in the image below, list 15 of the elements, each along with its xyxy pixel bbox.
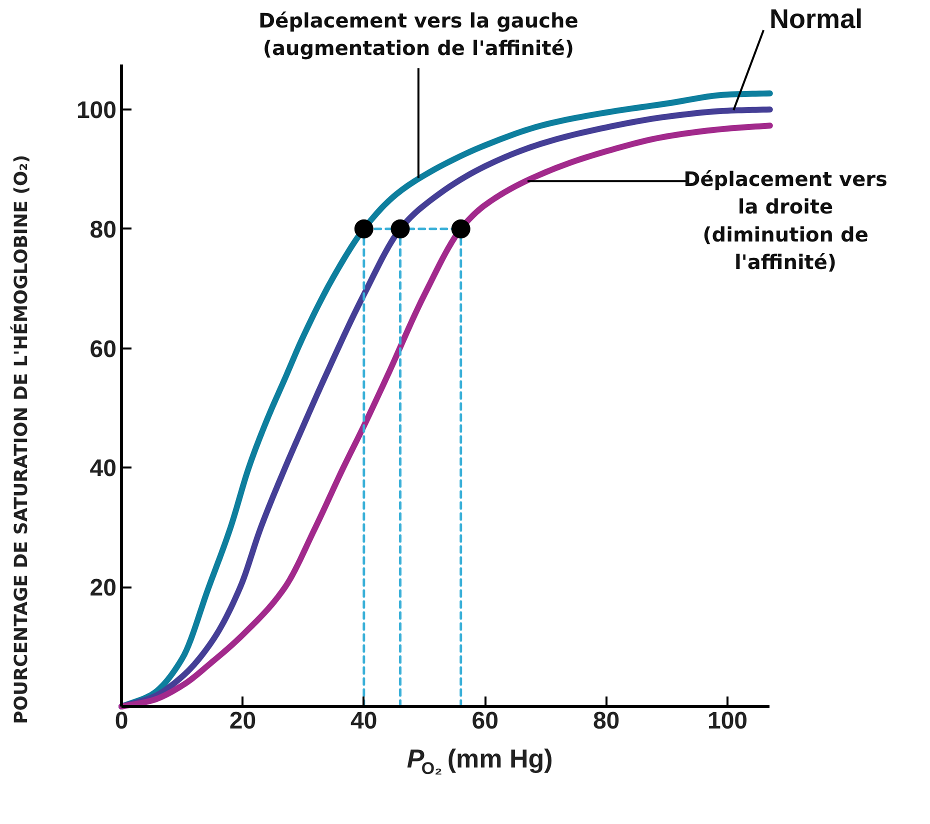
x-tick-label: 0 [114,708,128,734]
annotation: Normal [770,4,863,34]
x-tick-label: 100 [707,708,748,734]
y-tick-label: 100 [76,97,117,124]
x-tick-label: 20 [229,708,256,734]
y-axis-title: POURCENTAGE DE SATURATION DE L'HÉMOGLOBINE (O₂) [10,154,32,724]
x-tick-label: 40 [350,708,378,734]
annotation: Déplacement vers la gauche (augmentation de l'affinité) [258,8,578,60]
annotation: Déplacement vers la droite (diminution de l'affinité) [684,167,888,274]
x-tick-label: 60 [472,708,498,734]
y-tick-label: 80 [90,216,117,244]
y-tick-label: 20 [90,574,117,602]
x-tick-label: 80 [592,708,620,734]
y-tick-label: 60 [90,336,117,363]
y-tick-label: 40 [90,455,117,482]
